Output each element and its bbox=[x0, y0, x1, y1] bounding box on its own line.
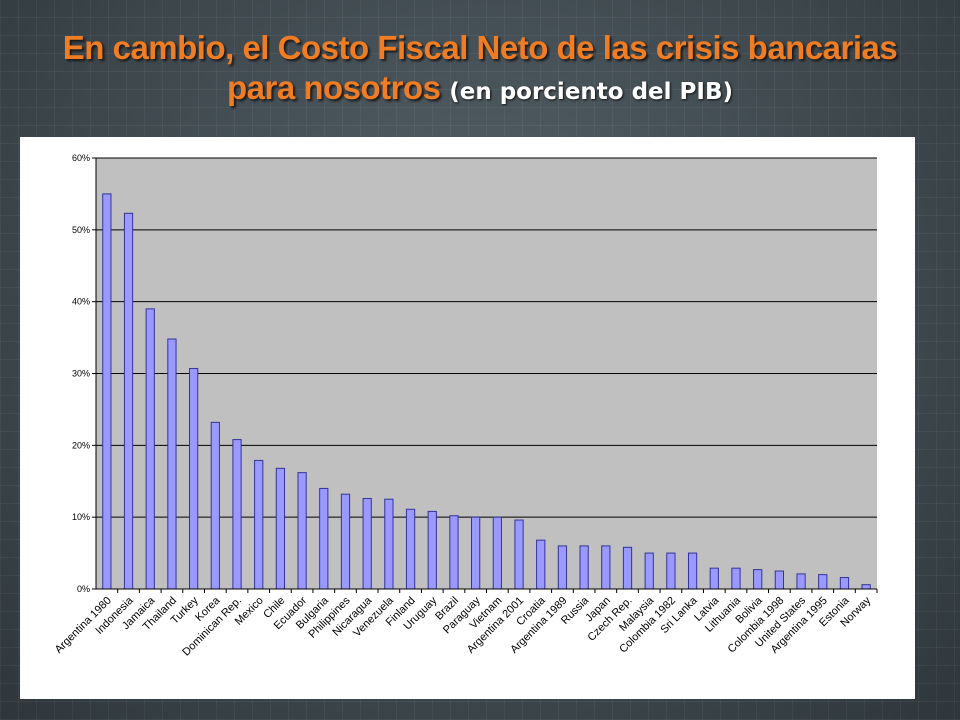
bar bbox=[861, 584, 871, 590]
bar bbox=[622, 546, 633, 590]
title-line-2-main: para nosotros bbox=[226, 69, 441, 106]
bar bbox=[514, 519, 524, 590]
bar bbox=[687, 552, 698, 590]
bar bbox=[731, 567, 741, 590]
bar bbox=[753, 569, 763, 590]
y-tick-label: 30% bbox=[72, 369, 90, 379]
bar bbox=[254, 459, 264, 590]
bar bbox=[471, 516, 481, 590]
bar bbox=[796, 573, 806, 590]
bar bbox=[102, 193, 112, 590]
title-line-2: para nosotros (en porciento del PIB) bbox=[0, 68, 960, 112]
bar-chart: 0%10%20%30%40%50%60%Argentina 1980Indone… bbox=[53, 153, 878, 658]
y-tick-label: 40% bbox=[72, 297, 90, 307]
slide-title: En cambio, el Costo Fiscal Neto de las c… bbox=[0, 28, 960, 112]
bar bbox=[275, 467, 286, 590]
bar bbox=[384, 498, 394, 590]
bar bbox=[536, 539, 546, 590]
bar bbox=[601, 545, 611, 590]
bar bbox=[123, 212, 134, 590]
y-tick-label: 60% bbox=[72, 153, 90, 163]
bar bbox=[210, 421, 220, 590]
bar bbox=[709, 567, 719, 590]
bar bbox=[557, 545, 568, 590]
y-tick-label: 50% bbox=[72, 225, 90, 235]
bar bbox=[644, 552, 654, 590]
bar bbox=[579, 545, 589, 590]
y-tick-label: 10% bbox=[72, 512, 90, 522]
bar bbox=[818, 574, 828, 590]
bar bbox=[666, 552, 676, 590]
bar bbox=[189, 367, 199, 590]
y-tick-label: 0% bbox=[77, 584, 90, 594]
bar bbox=[297, 472, 307, 590]
y-tick-label: 20% bbox=[72, 440, 90, 450]
bar bbox=[449, 515, 459, 590]
bar bbox=[405, 508, 416, 590]
title-subtitle: (en porciento del PIB) bbox=[449, 79, 734, 105]
title-line-1: En cambio, el Costo Fiscal Neto de las c… bbox=[62, 29, 898, 66]
bar bbox=[492, 516, 502, 590]
bar bbox=[319, 487, 329, 590]
bar bbox=[167, 338, 177, 590]
bar bbox=[774, 570, 784, 590]
bar bbox=[362, 497, 372, 590]
bar bbox=[340, 493, 351, 590]
bar bbox=[839, 577, 850, 590]
bar bbox=[232, 439, 242, 590]
bar bbox=[427, 510, 437, 590]
bar bbox=[145, 308, 155, 590]
chart-container: 0% 10% 20% 30% 40% 50% 60% Argentina 1980 Indone… bbox=[20, 137, 915, 699]
